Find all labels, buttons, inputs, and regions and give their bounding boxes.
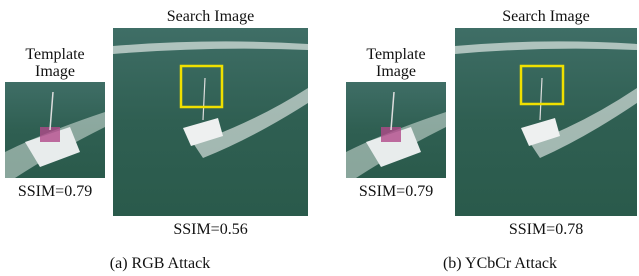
search-label: Search Image (455, 8, 637, 25)
caption: (a) RGB Attack (60, 255, 260, 272)
template-ssim: SSIM=0.79 (346, 183, 446, 200)
template-label: Template Image (356, 46, 436, 80)
template-label: Template Image (15, 46, 95, 80)
caption: (b) YCbCr Attack (400, 255, 600, 272)
template-image (5, 82, 105, 178)
search-image (113, 28, 308, 216)
search-image (455, 28, 637, 216)
figure: {"panels": [ {"template_label": "Templat… (0, 0, 639, 276)
search-ssim: SSIM=0.78 (455, 221, 637, 238)
template-ssim: SSIM=0.79 (5, 183, 105, 200)
search-ssim: SSIM=0.56 (113, 221, 308, 238)
template-image (346, 82, 446, 178)
search-label: Search Image (113, 8, 308, 25)
